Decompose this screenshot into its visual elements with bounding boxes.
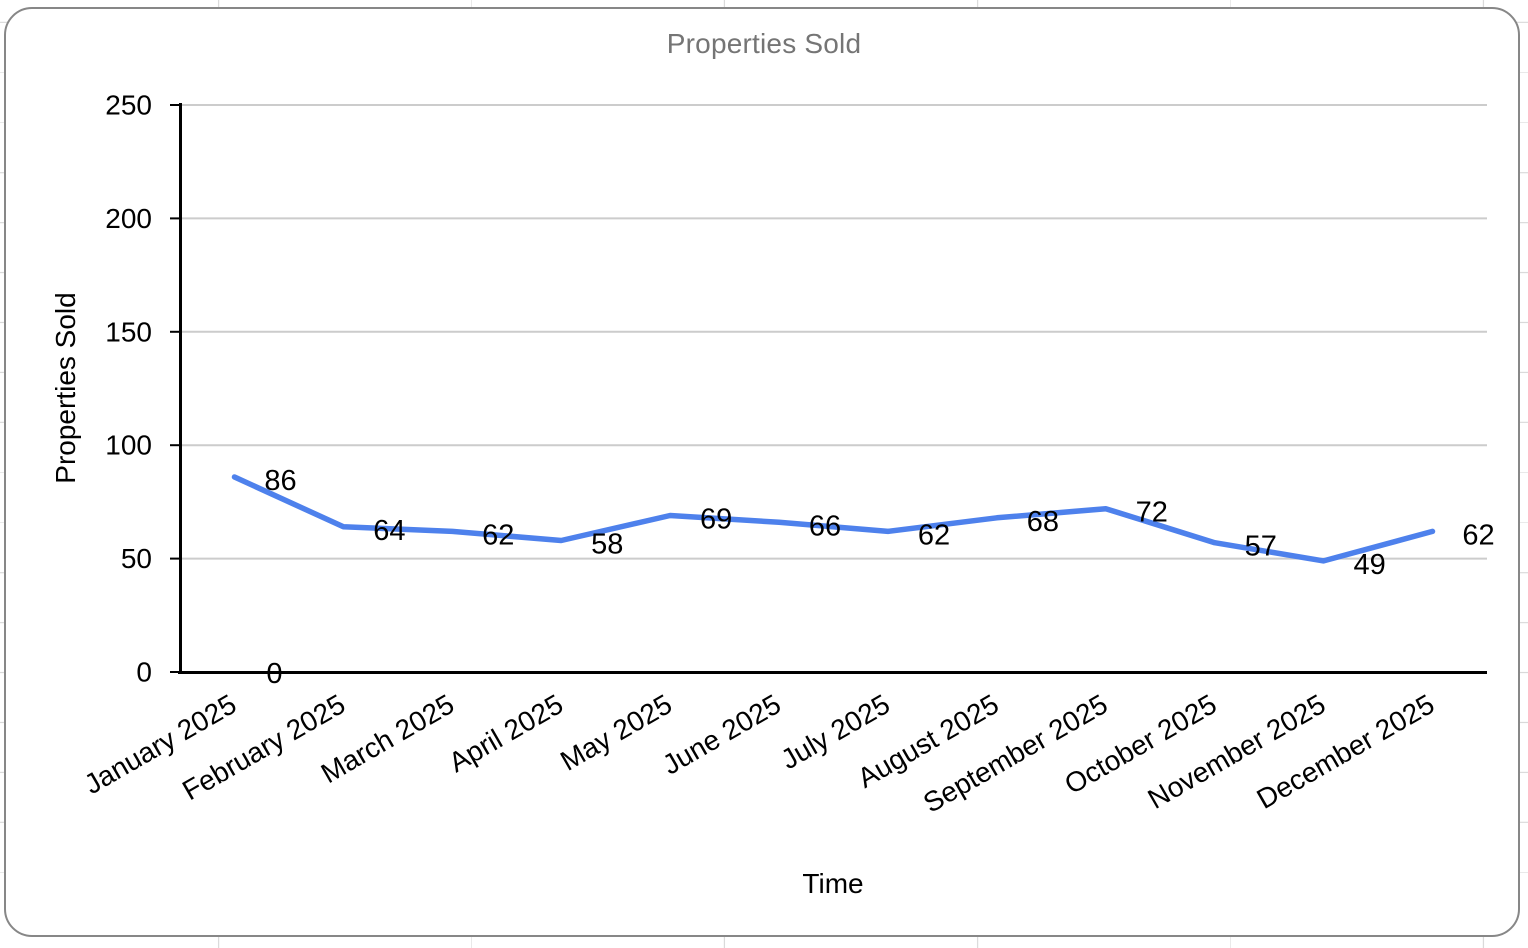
data-point-label: 64	[373, 515, 405, 547]
data-point-label: 86	[264, 465, 296, 497]
chart-title: Properties Sold	[666, 28, 862, 59]
axes	[178, 103, 1487, 674]
month-tick-label: November 2025	[1143, 688, 1331, 814]
data-point-label: 72	[1136, 497, 1168, 529]
month-tick-label: December 2025	[1251, 688, 1439, 814]
data-point-label: 58	[591, 529, 623, 561]
gridlines	[180, 104, 1487, 560]
data-point-label: 57	[1245, 531, 1277, 563]
data-point-label: 68	[1027, 506, 1059, 538]
y-tick-label: 0	[136, 657, 152, 688]
data-point-label: 62	[482, 519, 514, 551]
data-point-label: 0	[266, 658, 282, 690]
y-tick-label: 250	[105, 90, 152, 121]
data-point-label: 69	[700, 504, 732, 536]
month-tick-label: April 2025	[443, 688, 568, 778]
y-tick-label: 100	[105, 430, 152, 461]
y-tick-label: 50	[121, 543, 152, 574]
y-axis-ticks: 0 50 100 150 200 250	[105, 90, 180, 688]
month-tick-label: June 2025	[657, 688, 786, 780]
y-tick-label: 200	[105, 203, 152, 234]
series-line[interactable]	[231, 474, 1436, 564]
data-point-label: 66	[809, 510, 841, 542]
data-point-label: 49	[1353, 549, 1385, 581]
data-labels: 86 64 62 58 69 66 62 68 72 57 49 62 0	[264, 465, 1494, 690]
x-axis-title: Time	[802, 868, 864, 899]
y-tick-label: 150	[105, 316, 152, 347]
data-point-label: 62	[918, 519, 950, 551]
month-tick-label: May 2025	[555, 688, 677, 776]
data-point-label: 62	[1462, 519, 1494, 551]
month-tick-label: September 2025	[918, 688, 1113, 818]
chart-card[interactable]	[4, 7, 1520, 937]
